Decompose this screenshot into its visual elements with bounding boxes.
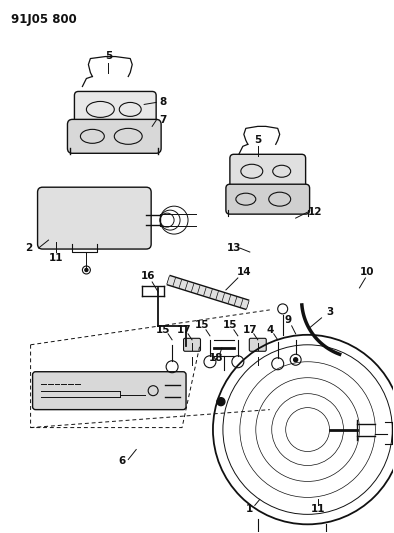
Circle shape <box>85 269 88 271</box>
Text: 9: 9 <box>284 315 291 325</box>
Text: 8: 8 <box>160 98 167 108</box>
Text: 5: 5 <box>254 135 261 146</box>
Text: 17: 17 <box>177 325 191 335</box>
FancyBboxPatch shape <box>184 338 201 351</box>
Text: 12: 12 <box>307 207 322 217</box>
Text: 15: 15 <box>156 325 170 335</box>
Text: 11: 11 <box>49 253 64 263</box>
Text: 15: 15 <box>195 320 209 330</box>
Text: 4: 4 <box>266 325 273 335</box>
Circle shape <box>294 358 297 362</box>
Text: 10: 10 <box>360 267 375 277</box>
FancyBboxPatch shape <box>37 187 151 249</box>
FancyBboxPatch shape <box>74 92 156 127</box>
Text: 6: 6 <box>119 456 126 466</box>
Circle shape <box>217 398 225 406</box>
Text: 15: 15 <box>223 320 237 330</box>
FancyBboxPatch shape <box>249 338 266 351</box>
FancyBboxPatch shape <box>33 372 186 410</box>
Text: 11: 11 <box>310 504 325 514</box>
Text: 18: 18 <box>209 353 223 363</box>
Text: 13: 13 <box>227 243 241 253</box>
Text: 7: 7 <box>160 115 167 125</box>
Text: 2: 2 <box>25 243 32 253</box>
Text: 1: 1 <box>246 504 253 514</box>
Text: 16: 16 <box>141 271 155 281</box>
Text: 5: 5 <box>105 51 112 61</box>
Text: 14: 14 <box>236 267 251 277</box>
FancyBboxPatch shape <box>67 119 161 154</box>
Text: 91J05 800: 91J05 800 <box>11 13 76 26</box>
FancyBboxPatch shape <box>226 184 310 214</box>
FancyBboxPatch shape <box>230 154 306 188</box>
Text: 3: 3 <box>326 307 333 317</box>
Text: 17: 17 <box>242 325 257 335</box>
